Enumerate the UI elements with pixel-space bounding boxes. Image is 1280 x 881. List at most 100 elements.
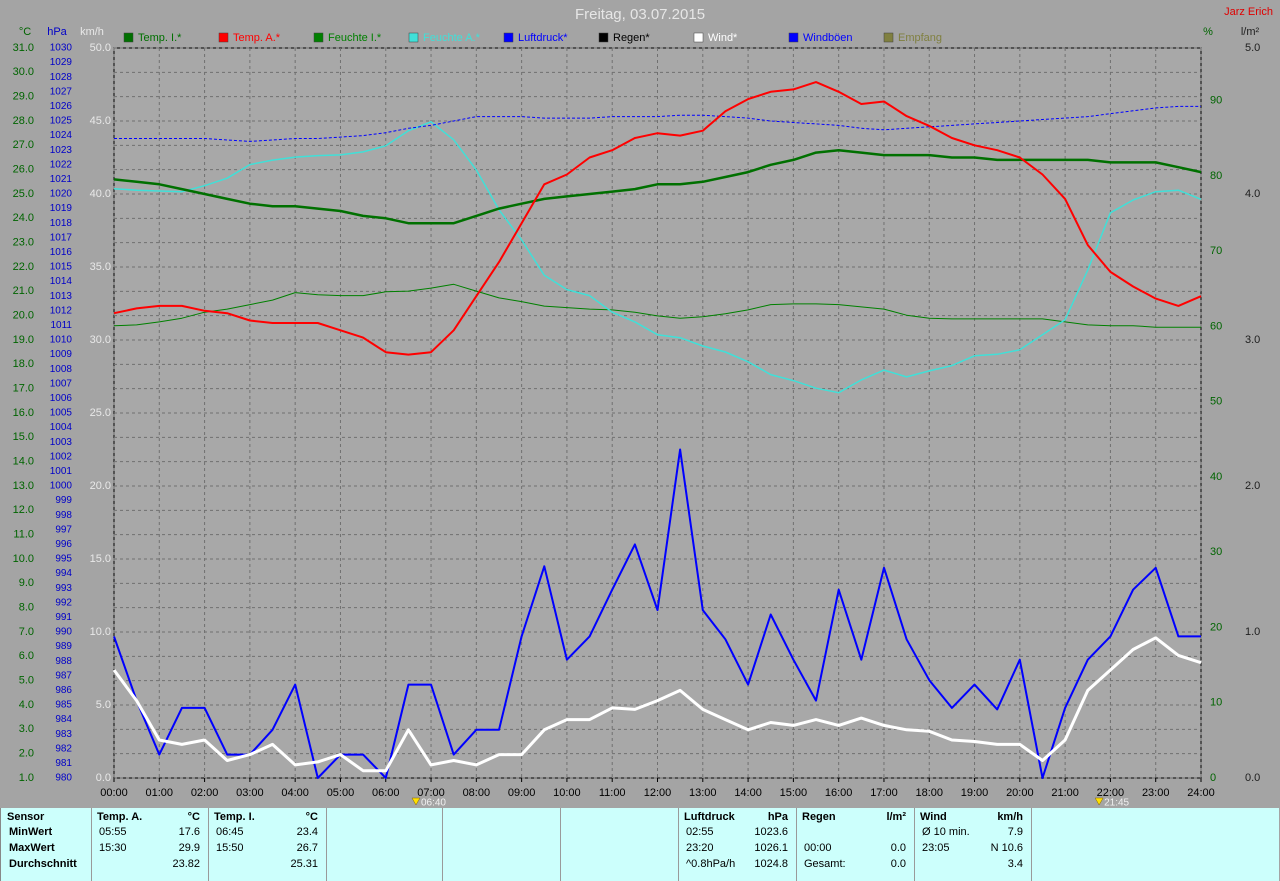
y-tick-label: 0 <box>1210 772 1216 784</box>
legend-swatch <box>503 32 514 43</box>
x-tick-label: 15:00 <box>780 787 808 799</box>
divider <box>914 808 915 881</box>
y-tick-label: 1026 <box>50 101 73 112</box>
y-tick-label: 994 <box>55 568 72 579</box>
y-tick-label: 1001 <box>50 466 73 477</box>
y-tick-label: 1021 <box>50 174 73 185</box>
x-tick-label: 08:00 <box>463 787 491 799</box>
y-tick-label: 1029 <box>50 57 73 68</box>
table-header: Luftdruck <box>684 811 735 823</box>
y-tick-label: 29.0 <box>13 91 34 103</box>
y-tick-label: 12.0 <box>13 504 34 516</box>
table-cell: 1026.1 <box>754 842 788 854</box>
x-tick-label: 14:00 <box>734 787 762 799</box>
series-line <box>113 448 1201 779</box>
table-cell: 1024.8 <box>754 858 788 870</box>
y-tick-label: 987 <box>55 670 72 681</box>
axis-unit: % <box>1203 26 1213 38</box>
y-tick-label: 25.0 <box>90 407 111 419</box>
y-tick-label: 30 <box>1210 546 1222 558</box>
y-tick-label: 0.0 <box>96 772 111 784</box>
y-tick-label: 10.0 <box>90 626 111 638</box>
divider <box>560 808 561 881</box>
legend-swatch <box>408 32 419 43</box>
y-tick-label: 995 <box>55 554 72 565</box>
y-tick-label: 40.0 <box>90 188 111 200</box>
y-tick-label: 15.0 <box>90 553 111 565</box>
table-cell: 02:55 <box>686 826 714 838</box>
y-tick-label: 990 <box>55 627 72 638</box>
y-tick-label: 60 <box>1210 320 1222 332</box>
y-tick-label: 996 <box>55 539 72 550</box>
table-cell: 0.0 <box>890 842 906 854</box>
y-tick-label: 1.0 <box>1245 626 1260 638</box>
y-tick-label: 1017 <box>50 232 73 243</box>
series-line <box>113 148 1202 225</box>
table-header: MaxWert <box>9 842 55 854</box>
series-line <box>113 283 1201 328</box>
x-tick-label: 22:00 <box>1097 787 1125 799</box>
y-tick-label: 19.0 <box>13 334 34 346</box>
y-tick-label: 20 <box>1210 621 1222 633</box>
series-line <box>113 121 1202 394</box>
y-tick-label: 28.0 <box>13 115 34 127</box>
y-tick-label: 25.0 <box>13 188 34 200</box>
y-tick-label: 989 <box>55 641 72 652</box>
y-tick-label: 5.0 <box>96 699 111 711</box>
table-header: l/m² <box>886 811 906 823</box>
x-tick-label: 03:00 <box>236 787 264 799</box>
x-tick-label: 06:00 <box>372 787 400 799</box>
y-tick-label: 1024 <box>50 130 73 141</box>
divider <box>208 808 209 881</box>
y-tick-label: 1014 <box>50 276 73 287</box>
y-tick-label: 2.0 <box>19 748 34 760</box>
legend-label: Regen* <box>613 32 650 44</box>
table-header: Temp. I. <box>214 811 255 823</box>
x-tick-label: 21:00 <box>1051 787 1079 799</box>
y-tick-label: 3.0 <box>1245 334 1260 346</box>
table-cell: 1023.6 <box>754 826 788 838</box>
axis-unit: km/h <box>80 26 104 38</box>
y-tick-label: 4.0 <box>19 699 34 711</box>
table-cell: N 10.6 <box>990 842 1023 854</box>
y-tick-label: 1016 <box>50 247 73 258</box>
y-tick-label: 40 <box>1210 471 1222 483</box>
table-cell: 25.31 <box>290 858 318 870</box>
divider <box>796 808 797 881</box>
y-tick-label: 9.0 <box>19 577 34 589</box>
y-tick-label: 993 <box>55 583 72 594</box>
y-tick-label: 70 <box>1210 245 1222 257</box>
x-tick-label: 13:00 <box>689 787 717 799</box>
y-tick-label: 1004 <box>50 422 73 433</box>
table-cell: 15:30 <box>99 842 127 854</box>
legend-swatch <box>788 32 799 43</box>
y-tick-label: 1022 <box>50 159 73 170</box>
y-tick-label: 24.0 <box>13 212 34 224</box>
table-header: MinWert <box>9 826 53 838</box>
table-cell: 15:50 <box>216 842 244 854</box>
x-tick-label: 07:00 <box>417 787 445 799</box>
divider <box>442 808 443 881</box>
y-tick-label: 1028 <box>50 72 73 83</box>
chart-title: Freitag, 03.07.2015 <box>575 6 705 23</box>
y-tick-label: 1002 <box>50 451 73 462</box>
table-cell: 23:05 <box>922 842 950 854</box>
y-tick-label: 11.0 <box>13 529 34 541</box>
x-tick-label: 09:00 <box>508 787 536 799</box>
y-tick-label: 26.0 <box>13 164 34 176</box>
y-tick-label: 1018 <box>50 218 73 229</box>
y-tick-label: 998 <box>55 510 72 521</box>
y-tick-label: 6.0 <box>19 650 34 662</box>
y-tick-label: 27.0 <box>13 139 34 151</box>
x-tick-label: 11:00 <box>599 787 626 799</box>
divider <box>678 808 679 881</box>
y-tick-label: 988 <box>55 656 72 667</box>
y-tick-label: 0.0 <box>1245 772 1260 784</box>
y-tick-label: 17.0 <box>13 383 34 395</box>
table-cell: 00:00 <box>804 842 832 854</box>
legend-label: Empfang <box>898 32 942 44</box>
sun-marker <box>1094 797 1104 806</box>
y-tick-label: 7.0 <box>19 626 34 638</box>
sun-marker-label: 21:45 <box>1104 798 1129 808</box>
